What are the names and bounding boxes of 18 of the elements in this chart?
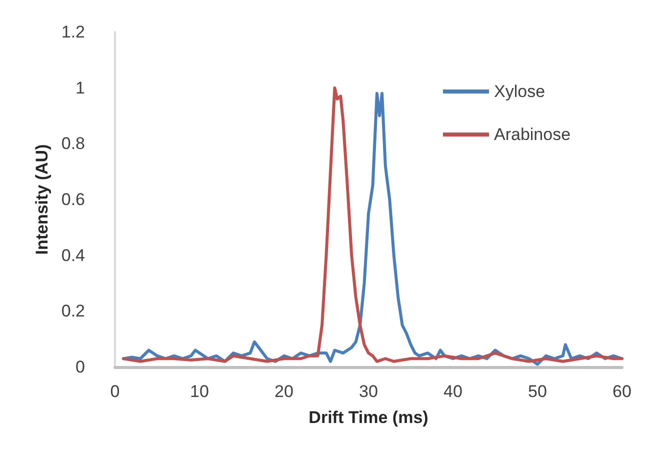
y-tick-label: 0.6 — [61, 190, 85, 209]
x-tick-label: 0 — [110, 382, 120, 401]
x-tick-label: 40 — [444, 382, 462, 401]
y-tick-label: 1 — [76, 78, 85, 98]
legend-label: Xylose — [494, 82, 546, 101]
x-tick-label: 50 — [528, 382, 547, 401]
x-tick-label: 10 — [190, 382, 209, 401]
x-tick-label: 60 — [612, 382, 632, 401]
y-tick-label: 0.4 — [61, 246, 85, 265]
x-tick-label: 20 — [274, 382, 294, 401]
y-tick-label: 0.8 — [61, 134, 85, 154]
x-axis-title: Drift Time (ms) — [308, 408, 428, 427]
x-tick-label: 30 — [359, 382, 378, 401]
y-tick-label: 0.2 — [61, 302, 85, 321]
y-tick-label: 0 — [76, 358, 85, 376]
legend-label: Arabinose — [494, 125, 571, 144]
y-tick-label: 1.2 — [61, 22, 85, 42]
y-axis-title: Intensity (AU) — [32, 144, 52, 255]
